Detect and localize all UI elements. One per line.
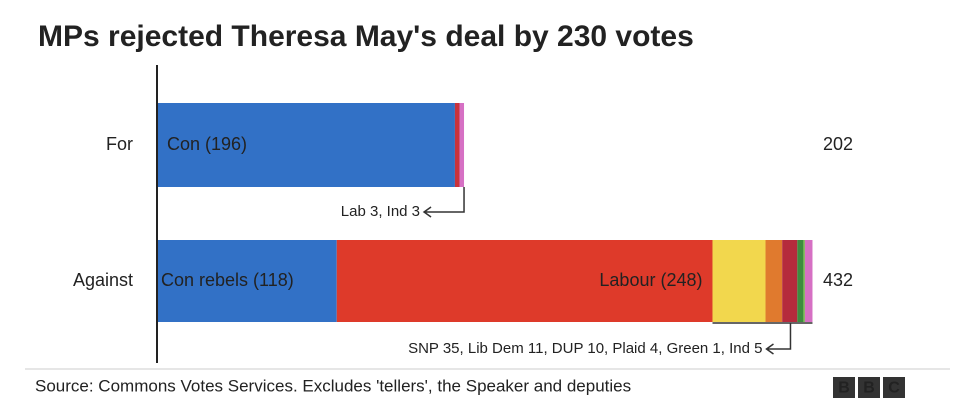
- annotation-arrow: [422, 187, 465, 218]
- bar-segment: [712, 240, 766, 322]
- bar-segment: [804, 240, 813, 322]
- bar-segment: [158, 240, 337, 322]
- total-label: 202: [823, 134, 853, 154]
- bar-segment: [797, 240, 804, 322]
- annotation: SNP 35, Lib Dem 11, DUP 10, Plaid 4, Gre…: [408, 340, 762, 357]
- chart-title: MPs rejected Theresa May's deal by 230 v…: [38, 20, 694, 53]
- bar-segment: [803, 240, 805, 322]
- logo-letter: B: [863, 380, 875, 397]
- source: Source: Commons Votes Services. Excludes…: [35, 376, 631, 395]
- bar-segment: [782, 240, 798, 322]
- value-label: Con rebels (118): [161, 270, 294, 290]
- category-label: For: [106, 134, 133, 154]
- logo-box: [833, 377, 855, 398]
- logo-letter: C: [888, 380, 900, 397]
- bar-segment: [336, 240, 713, 322]
- value-label: Labour (248): [599, 270, 702, 290]
- annotation-bracket: [712, 322, 813, 355]
- value-label: Con (196): [167, 134, 247, 154]
- bar-segment: [765, 240, 783, 322]
- logo-box: [858, 377, 880, 398]
- bar-segment: [459, 103, 465, 187]
- bar-segment: [454, 103, 460, 187]
- bar-segment: [158, 103, 455, 187]
- logo-box: [883, 377, 905, 398]
- total-label: 432: [823, 270, 853, 290]
- category-label: Against: [73, 270, 133, 290]
- logo-letter: B: [838, 380, 850, 397]
- annotation: Lab 3, Ind 3: [341, 203, 420, 220]
